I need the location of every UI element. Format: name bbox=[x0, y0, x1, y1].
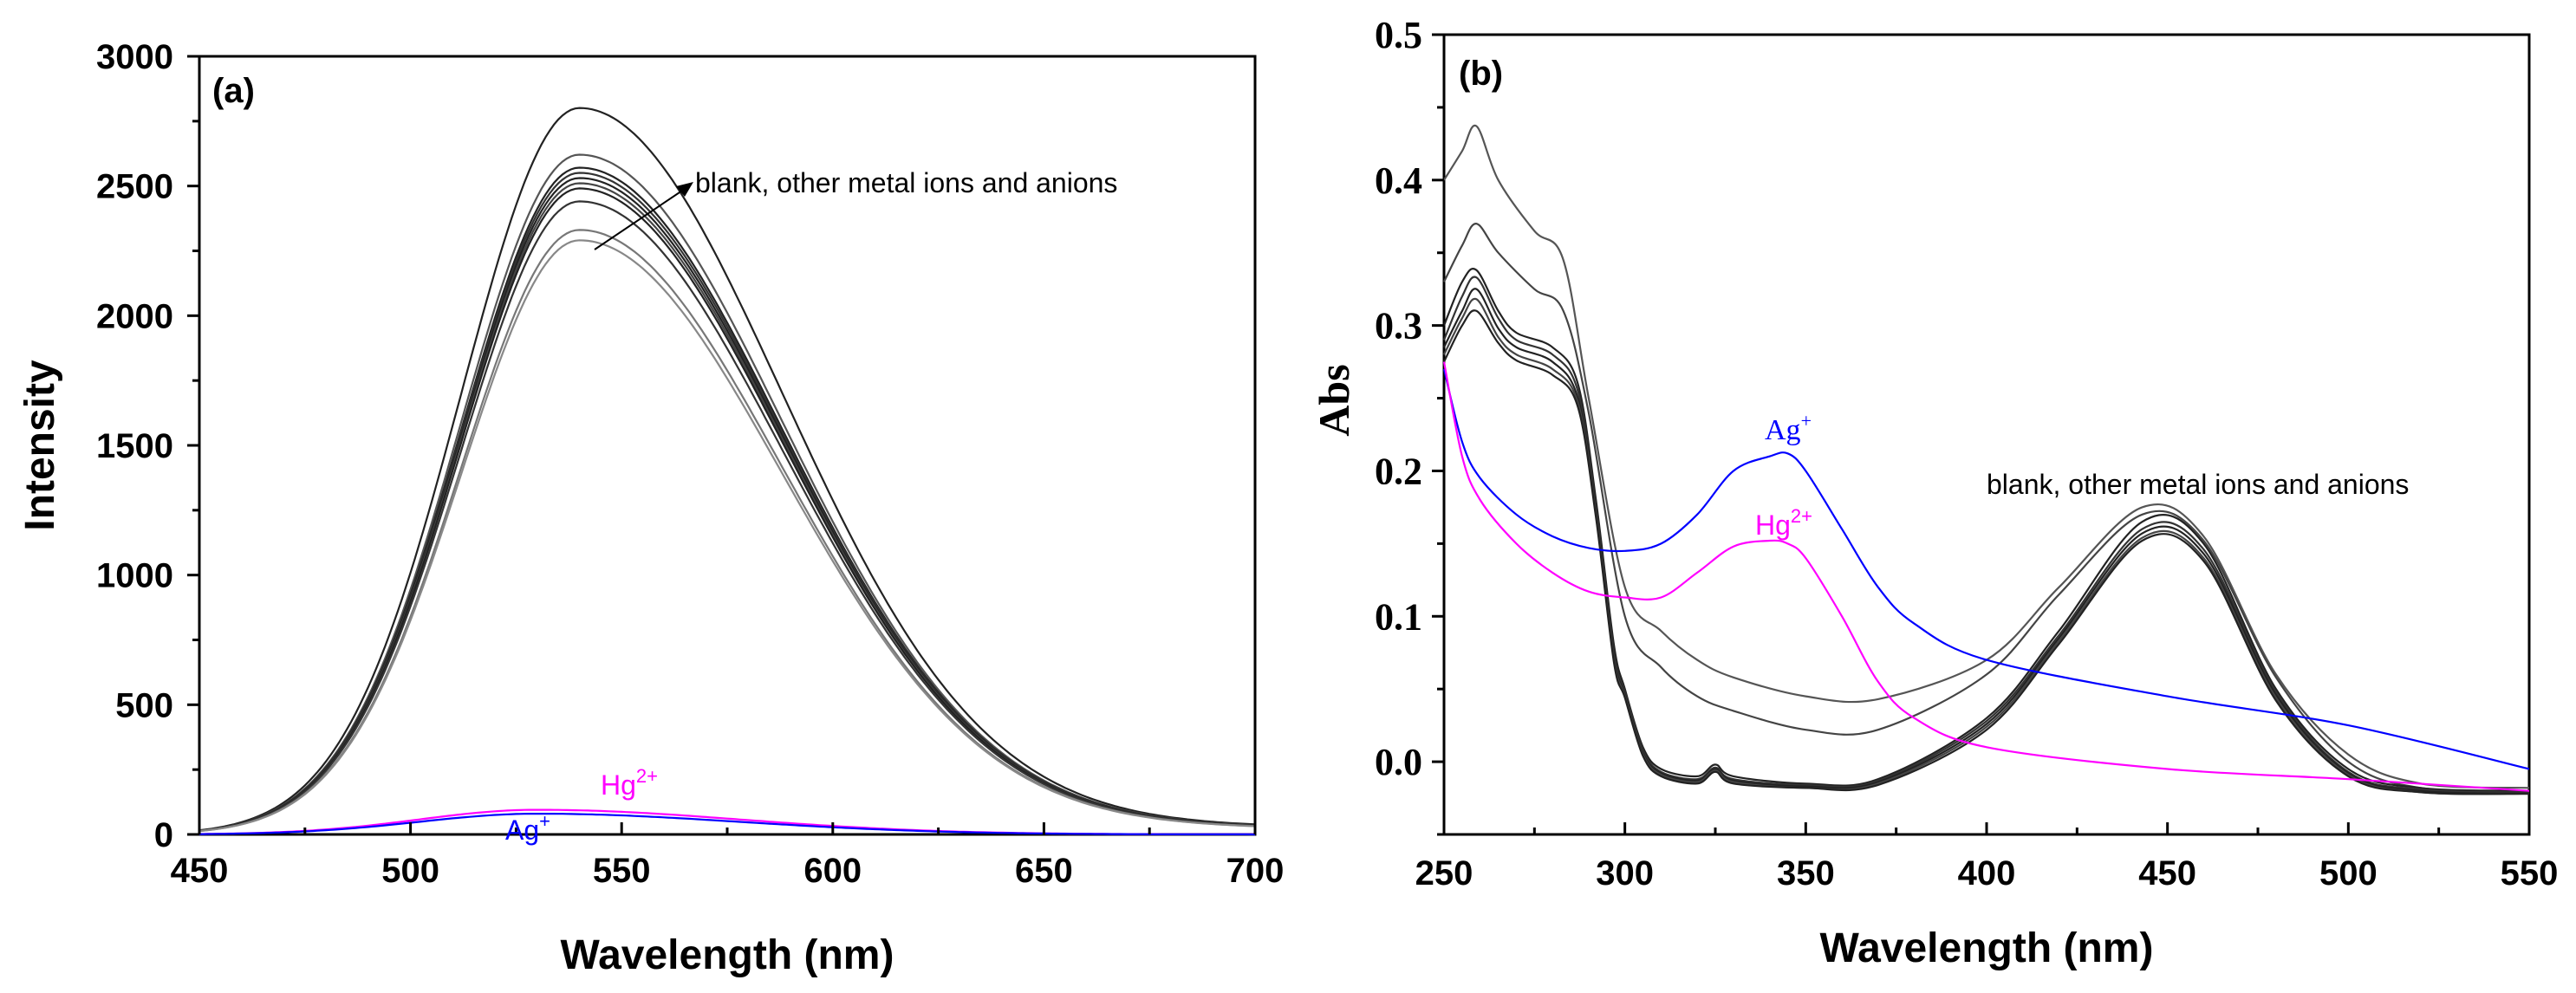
panel-b-y-tick-label: 0.4 bbox=[1375, 159, 1422, 202]
panel-a-series-line bbox=[198, 239, 1256, 833]
panel-a-y-tick-label: 3000 bbox=[96, 38, 173, 76]
panel-b-series-line bbox=[1442, 268, 2530, 792]
panel-a-y-tick-label: 2000 bbox=[96, 297, 173, 335]
panel-b-y-tick-label: 0.3 bbox=[1375, 305, 1422, 347]
panel-b-series-line bbox=[1442, 276, 2530, 794]
panel-b-series-line bbox=[1443, 223, 2530, 792]
panel-a-arrowhead-icon bbox=[676, 182, 693, 197]
panel-b-x-tick-label: 350 bbox=[1777, 854, 1835, 892]
panel-a-x-tick-label: 550 bbox=[593, 852, 651, 890]
panel-b-y-tick-label: 0.5 bbox=[1375, 14, 1422, 56]
panel-a-x-tick-label: 450 bbox=[171, 852, 229, 890]
panel-b-hg-label: Hg2+ bbox=[1755, 505, 1812, 541]
panel-a-annotation-arrow bbox=[594, 188, 686, 250]
panel-b-x-tick-label: 400 bbox=[1958, 854, 2016, 892]
panel-b-annotation: blank, other metal ions and anions bbox=[1987, 469, 2409, 500]
panel-b-x-tick-label: 550 bbox=[2501, 854, 2559, 892]
panel-b-x-tick-label: 500 bbox=[2319, 854, 2378, 892]
panel-b-series-group bbox=[1442, 124, 2530, 795]
panel-a-x-ticks: 450 500 550 600 650 700 bbox=[171, 822, 1285, 890]
panel-b-x-tick-label: 300 bbox=[1596, 854, 1654, 892]
panel-a-label: (a) bbox=[212, 72, 255, 110]
panel-b-y-tick-label: 0.1 bbox=[1375, 595, 1422, 638]
panel-a-x-tick-label: 700 bbox=[1226, 852, 1285, 890]
panel-a-x-tick-label: 600 bbox=[803, 852, 862, 890]
panel-a-y-tick-label: 1500 bbox=[96, 427, 173, 465]
panel-b-x-ticks: 250 300 350 400 450 500 550 bbox=[1415, 822, 2559, 892]
panel-b-label: (b) bbox=[1459, 55, 1503, 93]
panel-a: 450 500 550 600 650 700 0 500 1000 1500 2000 2500 3… bbox=[17, 38, 1284, 978]
panel-a-y-ticks: 0 500 1000 1500 2000 2500 3000 bbox=[96, 38, 199, 854]
panel-a-x-tick-label: 650 bbox=[1015, 852, 1073, 890]
panel-b-series-ag bbox=[1442, 368, 2530, 770]
panel-a-y-tick-label: 500 bbox=[115, 686, 173, 724]
panel-b-x-axis-label: Wavelength (nm) bbox=[1820, 925, 2154, 971]
panel-a-series-ag bbox=[199, 812, 1255, 836]
panel-b-y-ticks: 0.0 0.1 0.2 0.3 0.4 0.5 bbox=[1375, 14, 1444, 836]
panel-a-y-tick-label: 1000 bbox=[96, 557, 173, 595]
panel-b-frame bbox=[1442, 33, 2531, 836]
panel-b-ag-label: Ag+ bbox=[1765, 410, 1812, 446]
panel-b: 250 300 350 400 450 500 550 0.0 0.1 0.2 0.3 0.4 0.5… bbox=[1310, 14, 2558, 971]
panel-a-x-tick-label: 500 bbox=[381, 852, 439, 890]
panel-a-series-line bbox=[198, 200, 1256, 832]
panel-a-annotation: blank, other metal ions and anions bbox=[695, 167, 1117, 198]
panel-b-y-tick-label: 0.2 bbox=[1375, 450, 1422, 492]
panel-b-y-axis-label: Abs bbox=[1310, 364, 1358, 436]
panel-b-y-tick-label: 0.0 bbox=[1375, 741, 1422, 783]
panel-a-x-axis-label: Wavelength (nm) bbox=[561, 932, 894, 978]
panel-a-series-line bbox=[198, 229, 1256, 833]
panel-b-series-line bbox=[1443, 309, 2530, 795]
panel-b-x-tick-label: 450 bbox=[2138, 854, 2196, 892]
panel-b-series-hg bbox=[1442, 361, 2530, 792]
panel-b-series-line bbox=[1443, 297, 2530, 795]
panel-a-series-line bbox=[198, 107, 1256, 832]
panel-a-y-tick-label: 2500 bbox=[96, 168, 173, 206]
panel-a-hg-label: Hg2+ bbox=[601, 765, 658, 801]
panel-a-series-group bbox=[198, 107, 1256, 836]
panel-a-ag-label: Ag+ bbox=[505, 810, 550, 846]
panel-a-y-tick-label: 0 bbox=[154, 816, 173, 854]
panel-b-series-line bbox=[1443, 288, 2530, 795]
panel-b-series-line bbox=[1443, 124, 2530, 789]
panel-b-x-tick-label: 250 bbox=[1415, 854, 1473, 892]
panel-a-series-line bbox=[198, 187, 1256, 832]
panel-a-y-axis-label: Intensity bbox=[17, 360, 63, 531]
